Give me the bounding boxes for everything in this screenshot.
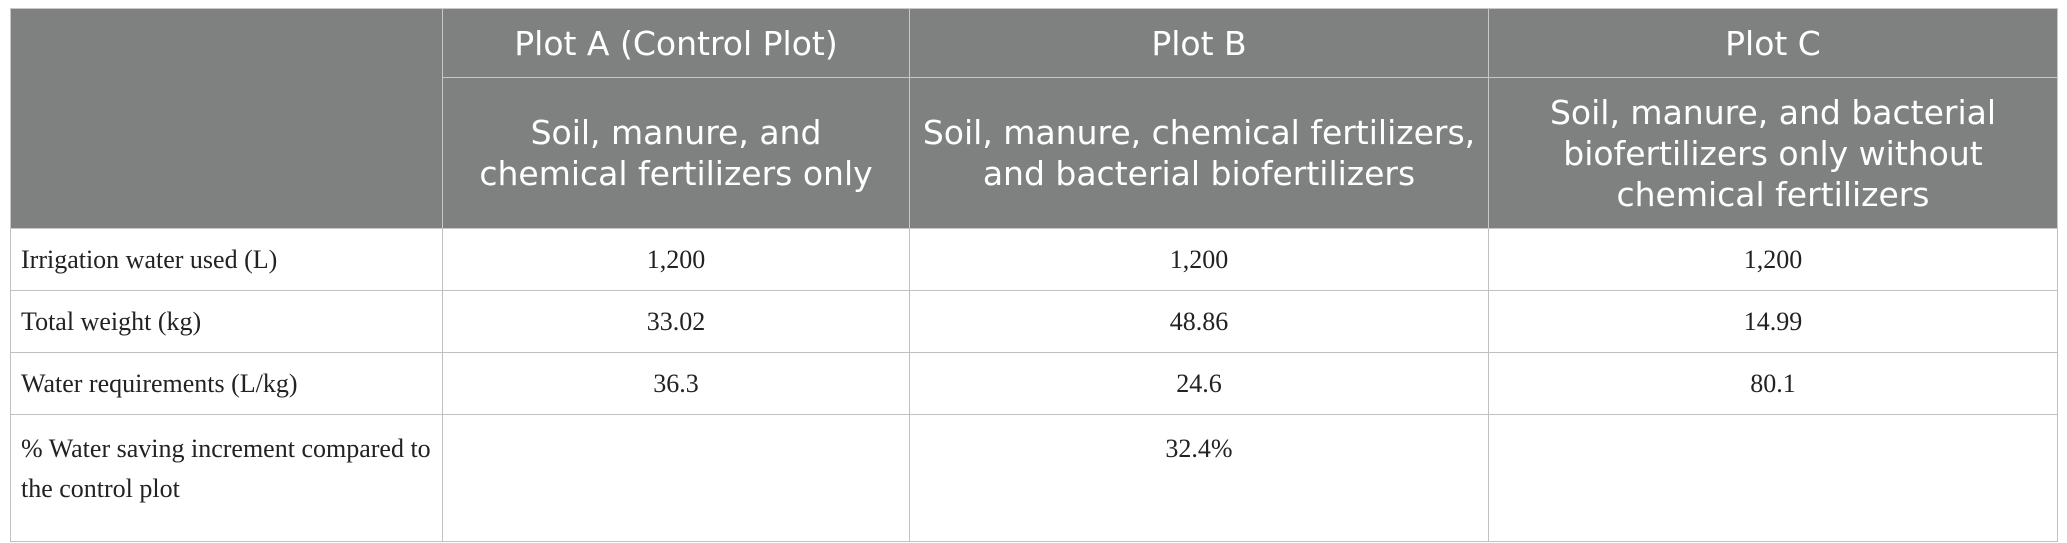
column-title: Plot B bbox=[909, 8, 1489, 78]
table-cell: 1,200 bbox=[442, 228, 910, 291]
column-description: Soil, manure, and chemical fertilizers o… bbox=[442, 77, 910, 229]
table-cell: 1,200 bbox=[909, 228, 1489, 291]
table-row: % Water saving increment compared to the… bbox=[10, 414, 2058, 542]
corner-cell bbox=[10, 8, 443, 229]
table-cell: 33.02 bbox=[442, 290, 910, 353]
table-cell bbox=[1488, 414, 2058, 542]
table-cell: 36.3 bbox=[442, 352, 910, 415]
table-row: Irrigation water used (L) 1,200 1,200 1,200 bbox=[10, 228, 2058, 291]
table-cell bbox=[442, 414, 910, 542]
table-cell: 32.4% bbox=[909, 414, 1489, 542]
table-cell: 24.6 bbox=[909, 352, 1489, 415]
data-table: Plot A (Control Plot) Plot B Plot C Soil… bbox=[10, 8, 2058, 542]
column-title: Plot A (Control Plot) bbox=[442, 8, 910, 78]
table-cell: 80.1 bbox=[1488, 352, 2058, 415]
column-title: Plot C bbox=[1488, 8, 2058, 78]
table-cell: 1,200 bbox=[1488, 228, 2058, 291]
header-row: Plot A (Control Plot) Plot B Plot C bbox=[10, 8, 2058, 229]
row-label: Water requirements (L/kg) bbox=[10, 352, 443, 415]
table-cell: 14.99 bbox=[1488, 290, 2058, 353]
header-row: Soil, manure, and chemical fertilizers o… bbox=[11, 77, 2058, 229]
table-row: Total weight (kg) 33.02 48.86 14.99 bbox=[10, 290, 2058, 353]
column-description: Soil, manure, chemical fertilizers, and … bbox=[909, 77, 1489, 229]
row-label: % Water saving increment compared to the… bbox=[10, 414, 443, 542]
table-body: Irrigation water used (L) 1,200 1,200 1,200… bbox=[10, 228, 2058, 542]
table-row: Water requirements (L/kg) 36.3 24.6 80.1 bbox=[10, 352, 2058, 415]
row-label: Total weight (kg) bbox=[10, 290, 443, 353]
column-description: Soil, manure, and bacterial biofertilize… bbox=[1488, 77, 2058, 229]
row-label: Irrigation water used (L) bbox=[10, 228, 443, 291]
table-cell: 48.86 bbox=[909, 290, 1489, 353]
